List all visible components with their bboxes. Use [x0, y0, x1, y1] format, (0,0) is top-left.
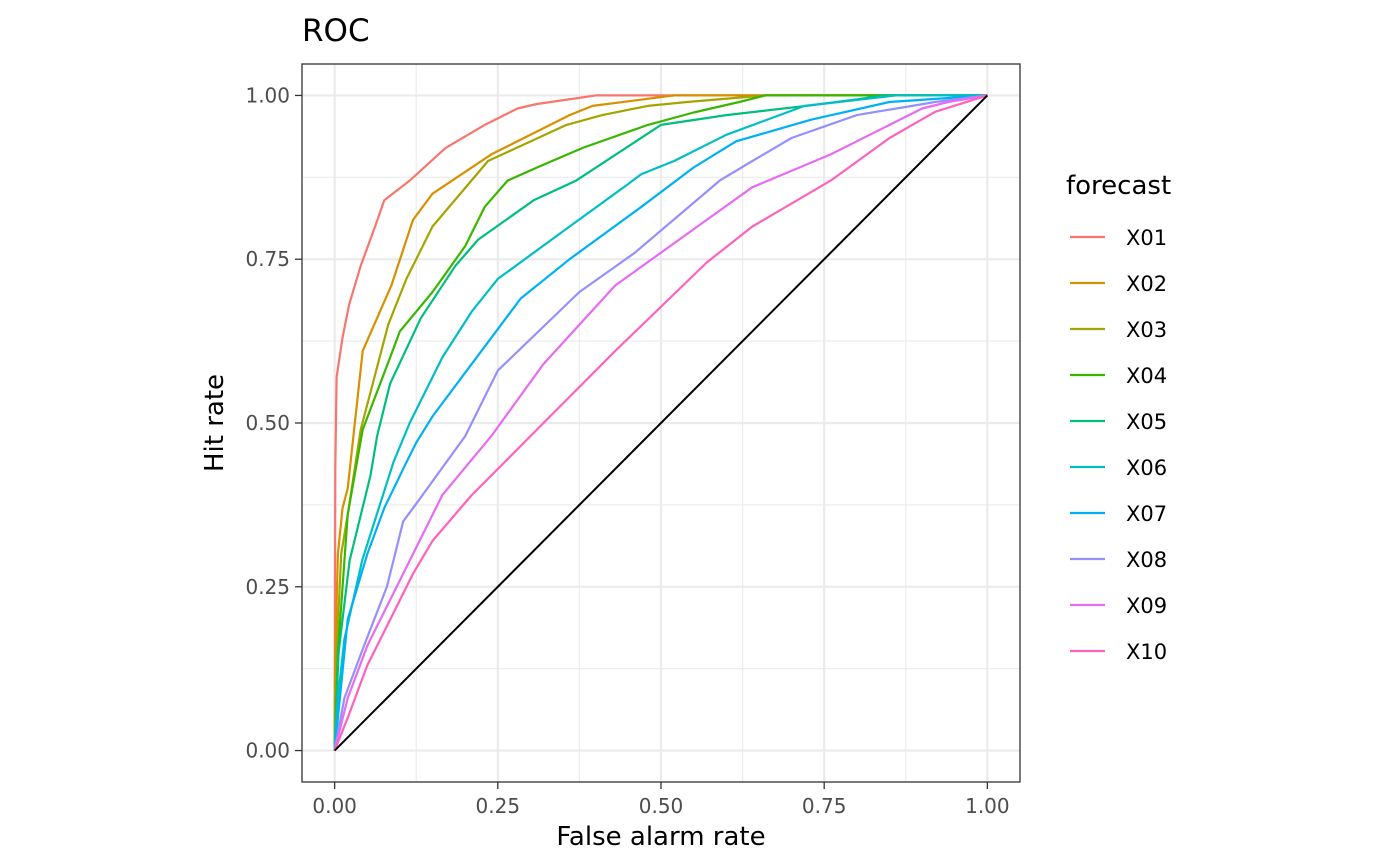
- y-axis-title: Hit rate: [200, 374, 230, 472]
- legend-label: X03: [1126, 318, 1167, 342]
- y-tick-label: 0.25: [245, 575, 290, 599]
- legend-item-x02: X02: [1070, 272, 1167, 296]
- reference-diagonal-line: [333, 94, 989, 752]
- legend-item-x04: X04: [1070, 364, 1167, 388]
- x-tick-label: 1.00: [965, 794, 1010, 818]
- series-line-x04: [333, 94, 988, 751]
- legend-label: X06: [1126, 456, 1167, 480]
- legend: forecast X01 X02 X03 X04 X05 X06 X07 X08 X09 X10: [1066, 171, 1171, 664]
- y-tick-label: 1.00: [245, 83, 290, 107]
- legend-item-x06: X06: [1070, 456, 1167, 480]
- legend-label: X09: [1126, 594, 1167, 618]
- legend-label: X04: [1126, 364, 1167, 388]
- legend-item-x07: X07: [1070, 502, 1167, 526]
- x-tick-label: 0.25: [476, 794, 521, 818]
- x-tick-label: 0.75: [802, 794, 847, 818]
- legend-item-x01: X01: [1070, 226, 1167, 250]
- legend-label: X08: [1126, 548, 1167, 572]
- legend-label: X10: [1126, 640, 1167, 664]
- y-tick-label: 0.75: [245, 247, 290, 271]
- series-line-x03: [333, 94, 988, 751]
- legend-item-x10: X10: [1070, 640, 1167, 664]
- series-line-x01: [333, 94, 988, 751]
- x-tick-label: 0.50: [639, 794, 684, 818]
- legend-title: forecast: [1066, 171, 1171, 201]
- legend-label: X01: [1126, 226, 1167, 250]
- series-line-x07: [333, 94, 988, 751]
- y-axis-ticks: 0.00 0.25 0.50 0.75 1.00: [245, 83, 302, 763]
- x-axis-ticks: 0.00 0.25 0.50 0.75 1.00: [312, 782, 1010, 818]
- chart-title: ROC: [302, 13, 370, 49]
- legend-label: X07: [1126, 502, 1167, 526]
- y-tick-label: 0.50: [245, 411, 290, 435]
- series-lines: [333, 94, 988, 752]
- legend-label: X05: [1126, 410, 1167, 434]
- legend-item-x08: X08: [1070, 548, 1167, 572]
- series-line-x06: [333, 94, 988, 751]
- series-line-x09: [333, 94, 988, 751]
- legend-item-x03: X03: [1070, 318, 1167, 342]
- legend-items: X01 X02 X03 X04 X05 X06 X07 X08 X09 X10: [1070, 226, 1167, 664]
- series-line-x08: [333, 94, 988, 751]
- series-line-x02: [333, 94, 988, 751]
- legend-item-x05: X05: [1070, 410, 1167, 434]
- series-line-x10: [333, 94, 988, 752]
- legend-label: X02: [1126, 272, 1167, 296]
- y-tick-label: 0.00: [245, 739, 290, 763]
- x-tick-label: 0.00: [312, 794, 357, 818]
- legend-item-x09: X09: [1070, 594, 1167, 618]
- x-axis-title: False alarm rate: [556, 822, 765, 852]
